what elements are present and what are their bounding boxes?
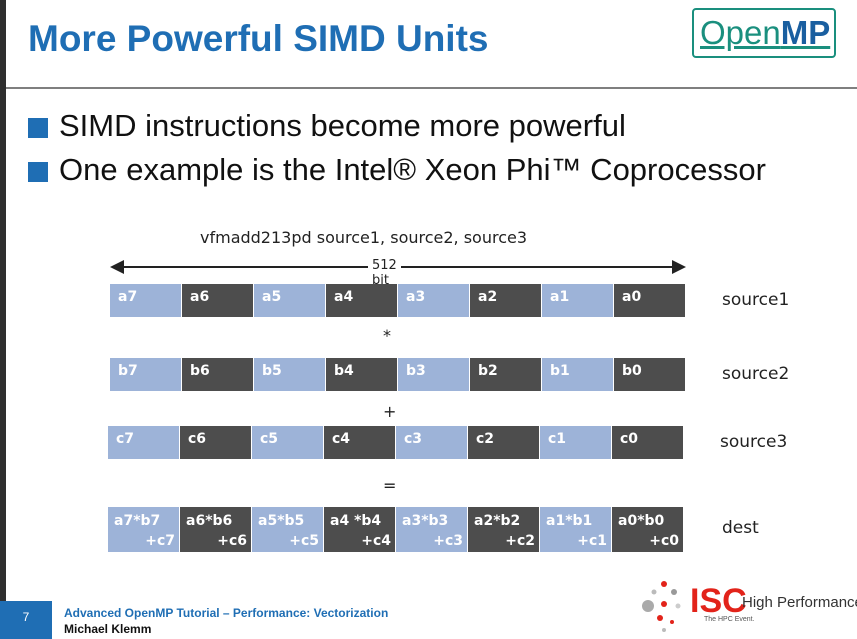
dest-cell: a2*b2 +c2: [468, 507, 540, 552]
dest-cell: a3*b3 +c3: [396, 507, 468, 552]
openmp-logo: OpenMP: [692, 8, 836, 58]
register-cell: a1: [542, 284, 614, 317]
isc-logo: ISC High Performance The HPC Event.: [640, 578, 857, 634]
register-cell: a7: [110, 284, 182, 317]
bullet-text: SIMD instructions become more powerful: [59, 108, 626, 143]
register-cell: c0: [612, 426, 684, 459]
register-cell: a5: [254, 284, 326, 317]
dest-cell: a7*b7 +c7: [108, 507, 180, 552]
source1-register: a7 a6 a5 a4 a3 a2 a1 a0: [110, 284, 686, 317]
register-cell: b6: [182, 358, 254, 391]
multiply-operator: *: [383, 326, 391, 345]
dest-register: a7*b7 +c7 a6*b6 +c6 a5*b5 +c5 a4 *b4 +c4 a3*…: [108, 507, 684, 552]
title-divider: [6, 87, 857, 89]
dest-label: dest: [722, 518, 759, 538]
register-cell: c6: [180, 426, 252, 459]
register-cell: c7: [108, 426, 180, 459]
register-cell: c1: [540, 426, 612, 459]
register-cell: b3: [398, 358, 470, 391]
isc-dots-icon: [642, 581, 681, 632]
openmp-logo-text: OpenMP: [700, 14, 831, 51]
register-cell: b7: [110, 358, 182, 391]
source3-label: source3: [720, 432, 788, 452]
register-cell: c5: [252, 426, 324, 459]
instruction-label: vfmadd213pd source1, source2, source3: [200, 228, 528, 247]
register-cell: c4: [324, 426, 396, 459]
bullet-text: One example is the Intel® Xeon Phi™ Copr…: [59, 152, 766, 187]
left-edge-bar: [0, 0, 6, 639]
source2-label: source2: [722, 364, 790, 384]
footer-title: Advanced OpenMP Tutorial – Performance: …: [64, 606, 389, 620]
register-cell: a2: [470, 284, 542, 317]
footer-author: Michael Klemm: [64, 622, 152, 636]
dest-cell: a1*b1 +c1: [540, 507, 612, 552]
register-cell: c3: [396, 426, 468, 459]
isc-tagline: High Performance: [742, 594, 857, 611]
register-cell: a0: [614, 284, 686, 317]
isc-mark: ISC: [690, 582, 747, 620]
register-cell: c2: [468, 426, 540, 459]
source3-register: c7 c6 c5 c4 c3 c2 c1 c0: [108, 426, 684, 459]
register-cell: b4: [326, 358, 398, 391]
arrow-right-icon: [672, 260, 686, 274]
register-cell: b5: [254, 358, 326, 391]
dest-cell: a0*b0 +c0: [612, 507, 684, 552]
register-cell: b1: [542, 358, 614, 391]
register-cell: b2: [470, 358, 542, 391]
source2-register: b7 b6 b5 b4 b3 b2 b1 b0: [110, 358, 686, 391]
equals-operator: =: [383, 476, 397, 495]
source1-label: source1: [722, 290, 790, 310]
page-number: 7: [0, 601, 52, 639]
bit-width-label: 512 bit: [368, 258, 401, 288]
slide-title: More Powerful SIMD Units: [28, 18, 489, 59]
dest-cell: a4 *b4 +c4: [324, 507, 396, 552]
arrow-left-icon: [110, 260, 124, 274]
register-cell: b0: [614, 358, 686, 391]
bullet-square-icon: [28, 162, 48, 182]
dest-cell: a5*b5 +c5: [252, 507, 324, 552]
dest-cell: a6*b6 +c6: [180, 507, 252, 552]
register-cell: a6: [182, 284, 254, 317]
isc-subtitle: The HPC Event.: [704, 616, 755, 623]
register-cell: a4: [326, 284, 398, 317]
add-operator: +: [383, 402, 397, 421]
register-cell: a3: [398, 284, 470, 317]
bullet-square-icon: [28, 118, 48, 138]
